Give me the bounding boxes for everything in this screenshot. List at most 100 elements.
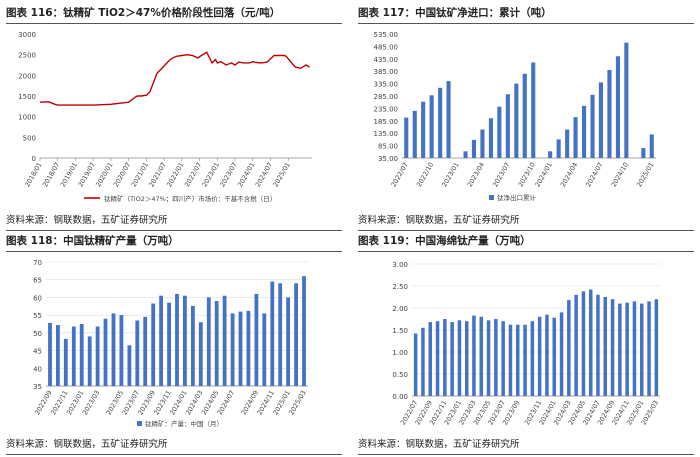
bar [222, 295, 227, 386]
bar [412, 110, 417, 158]
sponge-titanium-bar-chart: 0.000.501.001.502.002.503.002022/072022/… [392, 261, 660, 426]
source-rule [358, 454, 694, 455]
source-note: 资料来源：钢联数据，五矿证券研究所 [6, 439, 168, 450]
bar [143, 316, 148, 386]
y-tick-label: 500 [23, 134, 36, 142]
bar [603, 297, 607, 396]
bar [262, 313, 267, 386]
bar [472, 315, 476, 396]
x-tick-label: 2023/01 [440, 161, 460, 188]
legend-swatch [489, 195, 494, 200]
y-tick-label: 1.50 [392, 327, 408, 335]
x-tick-label: 2024/04 [559, 161, 579, 188]
bar [404, 117, 409, 158]
bar [71, 326, 76, 386]
x-tick-label: 2022/10 [415, 161, 435, 188]
y-tick-label: 70 [33, 259, 42, 267]
y-tick-label: 85.00 [378, 143, 398, 151]
bar [545, 314, 549, 396]
y-tick-label: 3000 [18, 31, 36, 39]
bar [531, 62, 536, 158]
source-rule [6, 454, 342, 455]
bar [421, 327, 425, 396]
title-rule [6, 23, 342, 24]
chart-title: 图表 116：钛精矿 TiO2＞47%价格阶段性回落（元/吨） [6, 7, 281, 19]
bar [632, 301, 637, 396]
legend-label: 钛净出口累计 [497, 193, 537, 202]
bar [647, 301, 651, 396]
y-tick-label: 0 [32, 155, 36, 163]
bar [198, 322, 203, 386]
bar [111, 313, 116, 386]
bar [486, 320, 491, 396]
bar [135, 320, 140, 386]
bar [522, 73, 527, 158]
y-tick-label: 235.00 [374, 105, 399, 113]
y-tick-label: 60 [33, 294, 42, 302]
bar [649, 134, 654, 158]
bar [567, 300, 571, 396]
legend-label: 钛精矿（TiO2＞47%；四川产）市场价：干基不含税（日） [104, 194, 276, 203]
bar [516, 324, 520, 396]
bar [596, 294, 600, 396]
bar [206, 297, 211, 386]
title-rule [6, 251, 342, 252]
y-tick-label: 65 [33, 277, 42, 285]
bar [471, 139, 476, 158]
y-tick-label: 55 [33, 312, 42, 320]
bar [508, 324, 513, 396]
x-tick-label: 2024/07 [584, 161, 604, 188]
y-tick-label: 3.00 [392, 261, 408, 269]
bar [615, 56, 620, 158]
y-tick-label: 435.00 [374, 56, 399, 64]
x-tick-label: 2023/07 [491, 161, 511, 188]
x-tick-label: 2022/07 [390, 161, 410, 188]
bar [625, 302, 629, 396]
bar [654, 299, 659, 396]
chart-title: 图表 118：中国钛精矿产量（万吨） [6, 235, 179, 247]
bar [446, 81, 451, 158]
bar [246, 310, 251, 386]
x-tick-label: 2024/10 [610, 161, 630, 188]
source-rule [6, 230, 342, 231]
y-tick-label: 1500 [18, 93, 36, 101]
y-tick-label: 1000 [18, 114, 36, 122]
y-tick-label: 135.00 [374, 130, 399, 138]
bar [573, 117, 578, 158]
y-tick-label: 50 [33, 330, 42, 338]
bar [552, 317, 556, 396]
bar [230, 313, 235, 386]
bar [641, 148, 646, 158]
y-tick-label: 2.50 [392, 283, 408, 291]
y-tick-label: 2500 [18, 52, 36, 60]
bar [151, 303, 156, 386]
bar [438, 87, 443, 158]
bar [214, 301, 219, 386]
bar [63, 338, 68, 386]
source-note: 资料来源：钢联数据，五矿证券研究所 [358, 439, 520, 450]
y-tick-label: 485.00 [374, 43, 399, 51]
bar [191, 305, 195, 386]
y-tick-label: 335.00 [374, 81, 399, 89]
bar [278, 283, 283, 386]
bar [56, 325, 60, 386]
bar [443, 319, 447, 396]
bar [428, 322, 432, 396]
source-note: 资料来源：钢联数据，五矿证券研究所 [6, 215, 168, 226]
bar [618, 303, 622, 396]
y-tick-label: 285.00 [374, 93, 399, 101]
bar [183, 295, 187, 386]
bar [254, 293, 259, 386]
price-line-chart: 0500100015002000250030002018/012018/0720… [18, 31, 312, 203]
x-tick-label: 2023/04 [466, 161, 486, 188]
price-series-line [39, 51, 310, 106]
title-rule [358, 251, 694, 252]
bar [607, 70, 612, 158]
bar [294, 283, 298, 386]
bar [548, 151, 553, 158]
bar [581, 291, 586, 396]
bar [565, 129, 570, 158]
bar [127, 345, 132, 386]
bar [610, 299, 615, 396]
bar [175, 293, 179, 386]
